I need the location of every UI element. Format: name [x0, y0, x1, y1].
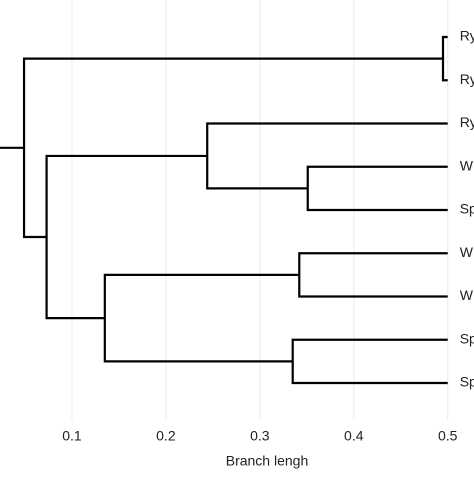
leaf-label: W — [460, 287, 474, 303]
x-tick-label: 0.2 — [156, 428, 176, 444]
tree — [0, 35, 448, 385]
leaf-label: Ry — [460, 114, 474, 130]
branch — [298, 252, 448, 298]
leaf-label: Sp — [460, 374, 474, 390]
branch — [306, 165, 448, 212]
x-tick-label: 0.5 — [438, 428, 458, 444]
leaf-label: Sp — [460, 201, 474, 217]
leaf-label: W — [460, 157, 474, 173]
leaf-label: Ry — [460, 28, 474, 44]
x-tick-label: 0.1 — [62, 428, 82, 444]
branch — [441, 35, 448, 82]
branch — [206, 122, 448, 190]
branch — [291, 338, 448, 385]
branch — [22, 57, 444, 239]
labels: 0.1 0.2 0.3 0.4 0.5 Ry Ry Ry W Sp W W Sp Sp — [62, 28, 474, 444]
leaf-label: Sp — [460, 330, 474, 346]
branch — [103, 273, 300, 363]
x-axis-label: Branch lengh — [226, 453, 309, 469]
leaf-label: Ry — [460, 71, 474, 87]
x-tick-label: 0.4 — [344, 428, 364, 444]
leaf-label: W — [460, 244, 474, 260]
branch — [45, 154, 208, 320]
x-tick-label: 0.3 — [250, 428, 270, 444]
